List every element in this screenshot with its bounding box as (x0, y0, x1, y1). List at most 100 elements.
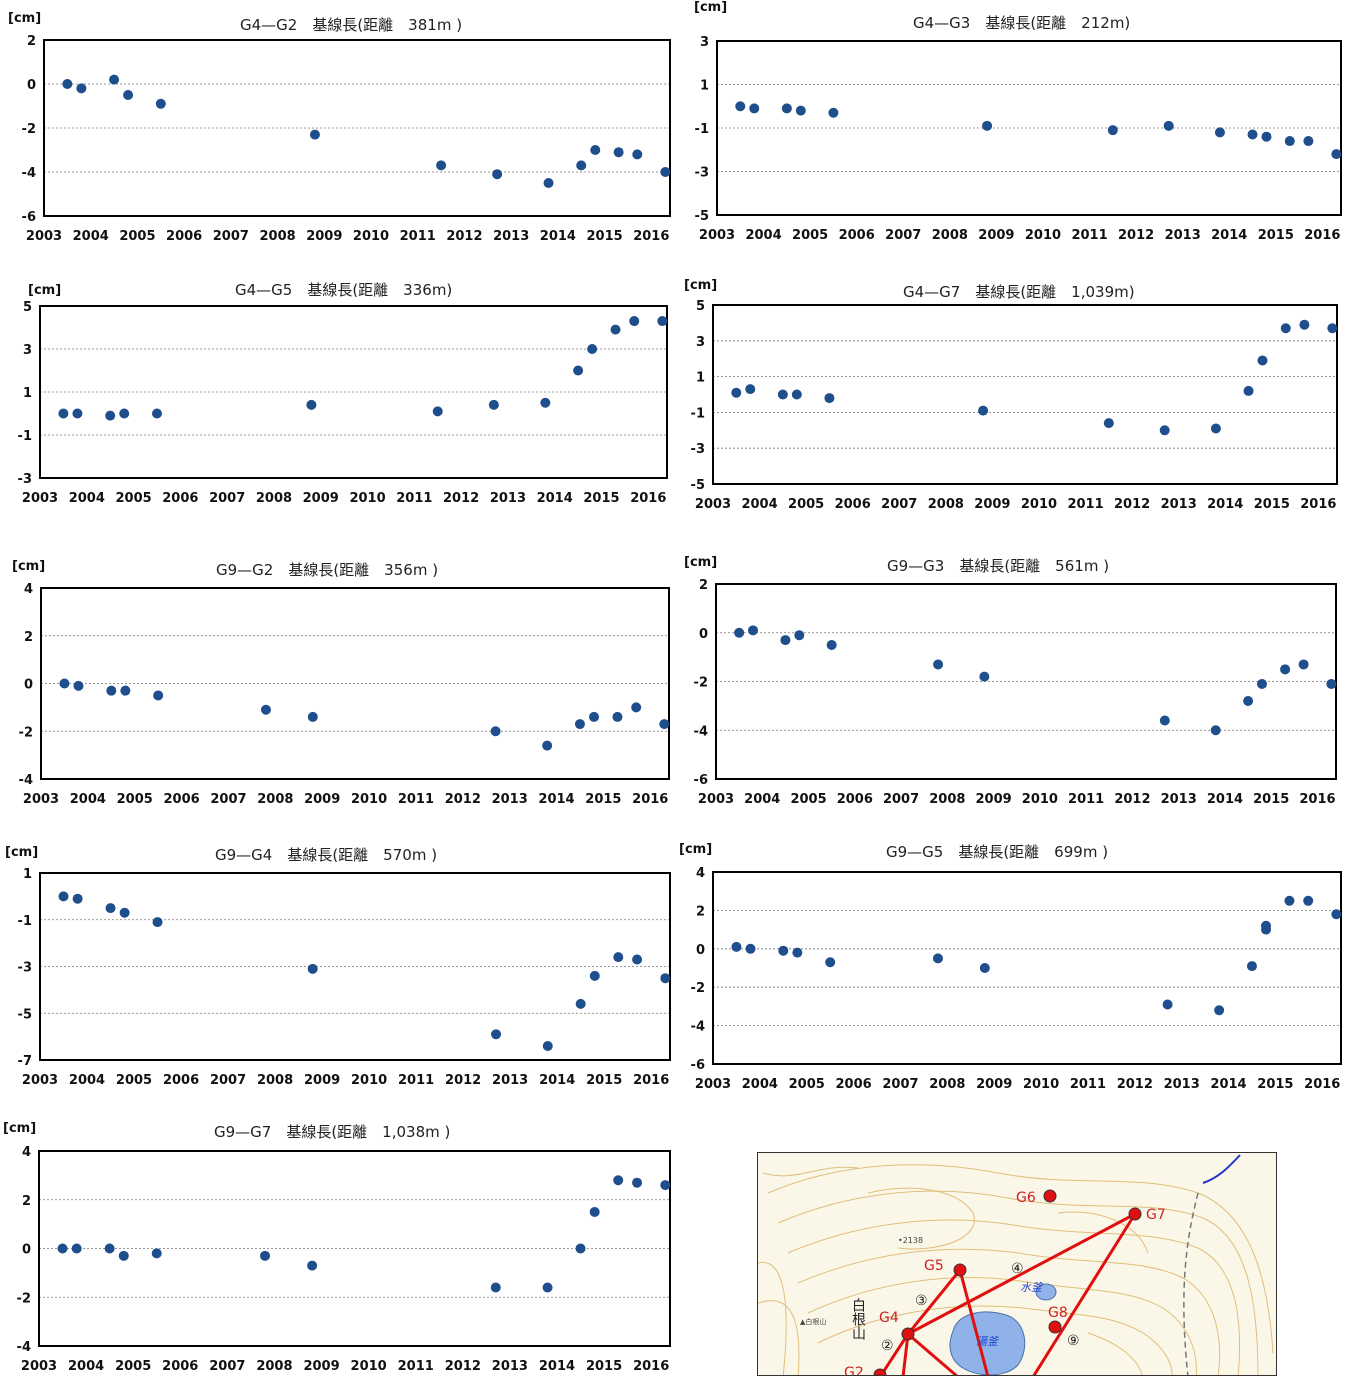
data-point (490, 1282, 501, 1293)
y-tick-label: -5 (695, 209, 709, 224)
data-point (119, 408, 130, 419)
x-tick-label: 2006 (162, 1359, 198, 1374)
data-point (306, 399, 317, 410)
data-point (1298, 659, 1309, 670)
data-point (1159, 425, 1170, 436)
x-tick-label: 2007 (882, 1077, 918, 1092)
y-tick-label: -2 (691, 981, 705, 996)
plot-frame (39, 872, 671, 1061)
data-point (731, 387, 742, 398)
station-label: G2 (844, 1365, 864, 1376)
x-tick-label: 2010 (1025, 228, 1061, 243)
data-point (612, 711, 623, 722)
chart-panel-g4-g7: [cm] G4—G7 基線長(距離 1,039m) 5 3 1 -1 -3 -5 2003 2… (677, 275, 1353, 520)
data-point (780, 635, 791, 646)
y-tick-label: -4 (22, 166, 36, 181)
x-tick-label: 2012 (446, 229, 482, 244)
x-tick-label: 2006 (162, 491, 198, 506)
y-tick-label: -6 (694, 773, 708, 788)
data-point (72, 893, 83, 904)
x-tick-label: 2014 (540, 229, 576, 244)
data-point (1299, 319, 1310, 330)
data-point (57, 1243, 68, 1254)
data-point (543, 178, 554, 188)
chart-g9-g7: 4 2 0 -2 -4 2003 2004 2005 2006 2007 2008 2009 2010 2… (17, 1145, 671, 1374)
data-point (542, 1282, 553, 1293)
data-point (1261, 920, 1272, 931)
chart-title: G9—G4 基線長(距離 570m ) (215, 846, 438, 864)
y-tick-label: 0 (24, 678, 33, 693)
unit-label: [cm] (5, 845, 39, 860)
data-point (436, 160, 447, 171)
plot-frame (40, 587, 670, 780)
x-tick-label: 2004 (745, 228, 781, 243)
station-g4-marker (901, 1327, 915, 1341)
x-tick-label: 2003 (21, 1359, 57, 1374)
data-point (659, 719, 670, 730)
data-point (58, 408, 69, 419)
x-tick-label: 2015 (586, 1359, 622, 1374)
chart-title: G4—G3 基線長(距離 212m) (913, 14, 1131, 32)
data-point (587, 344, 598, 354)
x-tick-label: 2003 (695, 497, 731, 512)
data-point (307, 1260, 318, 1271)
station-g7-marker (1128, 1207, 1142, 1221)
station-label: G6 (1016, 1190, 1036, 1206)
data-point (1107, 125, 1118, 136)
data-point (307, 963, 318, 974)
x-tick-label: 2016 (1300, 497, 1336, 512)
y-tick-label: -5 (691, 478, 705, 493)
data-point (660, 973, 671, 984)
x-tick-label: 2006 (166, 229, 202, 244)
x-tick-label: 2009 (304, 792, 340, 807)
chart-panel-g9-g7: [cm] G9—G7 基線長(距離 1,038m ) 4 2 0 -2 -4 2003 20… (0, 1118, 676, 1376)
y-tick-label: 2 (699, 578, 708, 593)
x-tick-label: 2009 (303, 491, 339, 506)
y-tick-label: 4 (22, 1145, 31, 1160)
x-tick-label: 2015 (587, 229, 623, 244)
y-tick-label: -4 (691, 1020, 705, 1035)
x-tick-label: 2012 (1118, 228, 1154, 243)
baseline-lines (879, 1212, 1137, 1375)
x-tick-label: 2004 (744, 792, 780, 807)
station-label: G8 (1048, 1305, 1068, 1321)
data-point (1303, 895, 1314, 906)
y-tick-label: 2 (696, 904, 705, 919)
x-tick-label: 2004 (73, 229, 109, 244)
x-tick-label: 2011 (398, 1073, 434, 1088)
y-tick-label: -6 (22, 210, 36, 225)
chart-title: G4—G7 基線長(距離 1,039m) (903, 283, 1135, 301)
data-point (632, 1177, 643, 1188)
x-tick-label: 2009 (303, 1359, 339, 1374)
y-tick-label: 2 (22, 1194, 31, 1209)
chart-title: G4—G5 基線長(距離 336m) (235, 281, 453, 299)
place-label-shiranesan: 白根山 (850, 1298, 866, 1340)
data-point (119, 907, 130, 918)
data-point (309, 129, 320, 140)
y-tick-label: -3 (691, 442, 705, 457)
x-tick-label: 2007 (210, 1073, 246, 1088)
x-tick-label: 2008 (257, 1073, 293, 1088)
unit-label: [cm] (3, 1121, 37, 1136)
data-point (791, 389, 802, 400)
y-tick-label: -4 (19, 773, 33, 788)
x-tick-label: 2008 (928, 497, 964, 512)
data-point (1246, 961, 1257, 972)
data-point (151, 408, 162, 419)
data-point (1284, 895, 1295, 906)
chart-title: G9—G5 基線長(距離 699m ) (886, 843, 1109, 861)
data-point (1243, 696, 1254, 706)
data-point (109, 74, 120, 85)
y-tick-label: 3 (696, 335, 705, 350)
station-label: G4 (879, 1310, 899, 1326)
x-tick-label: 2009 (304, 1073, 340, 1088)
x-tick-label: 2010 (351, 1359, 387, 1374)
data-point (1243, 385, 1254, 396)
data-point (123, 90, 134, 100)
data-point (1280, 323, 1291, 334)
x-tick-label: 2010 (351, 1073, 387, 1088)
place-label-summit: ▲白根山 (800, 1317, 826, 1326)
data-point (610, 324, 621, 335)
data-point (982, 120, 993, 131)
y-tick-label: -1 (18, 914, 32, 929)
